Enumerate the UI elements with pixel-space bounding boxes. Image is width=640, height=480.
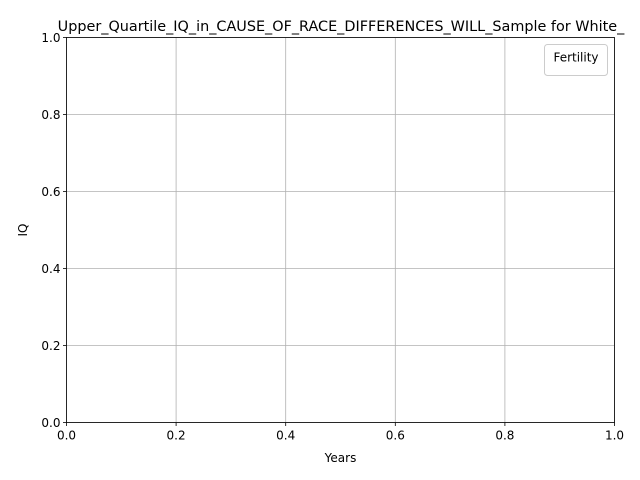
plot-frame (66, 37, 615, 423)
y-tick-label: 0.8 (41, 108, 60, 122)
y-tick-label: 0.2 (41, 339, 60, 353)
legend: Fertility (544, 44, 608, 76)
x-tick-label: 1.0 (605, 429, 624, 443)
y-axis-label: IQ (16, 224, 30, 237)
legend-box (544, 44, 608, 76)
legend-title: Fertility (553, 51, 598, 65)
y-tick-label: 0.6 (41, 185, 60, 199)
x-tick-label: 0.4 (276, 429, 295, 443)
chart-title: Upper_Quartile_IQ_in_CAUSE_OF_RACE_DIFFE… (58, 19, 625, 35)
y-tick-label: 1.0 (41, 31, 60, 45)
y-tick-label: 0.4 (41, 262, 60, 276)
y-tick-label: 0.0 (41, 416, 60, 430)
grid-lines (66, 37, 615, 423)
x-tick-label: 0.6 (386, 429, 405, 443)
x-tick-label: 0.0 (57, 429, 76, 443)
x-tick-label: 0.2 (167, 429, 186, 443)
x-tick-label: 0.8 (495, 429, 514, 443)
axis-ticks: 0.0 0.2 0.4 0.6 0.8 1.0 0.0 0.2 0.4 0.6 0.8 1.0 (41, 31, 624, 443)
x-axis-label: Years (324, 451, 357, 465)
